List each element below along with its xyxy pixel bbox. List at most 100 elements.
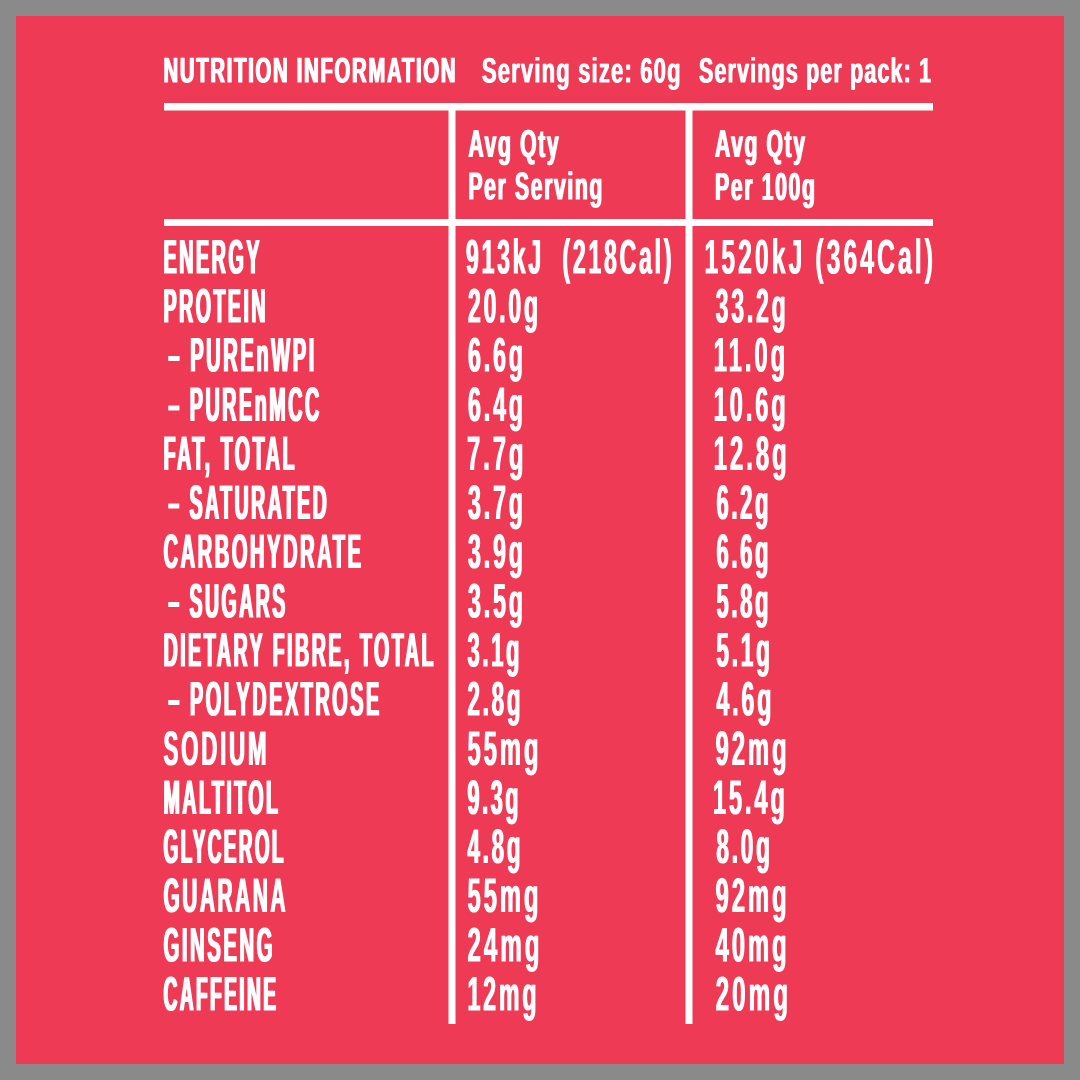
svg-text:7.7g: 7.7g xyxy=(467,427,526,481)
svg-text:Per Serving: Per Serving xyxy=(469,166,605,209)
svg-text:4.8g: 4.8g xyxy=(467,820,523,874)
svg-text:10.6g: 10.6g xyxy=(714,378,789,432)
svg-text:6.2g: 6.2g xyxy=(717,476,772,530)
svg-text:Per 100g: Per 100g xyxy=(714,166,816,209)
svg-text:Avg Qty: Avg Qty xyxy=(469,123,561,166)
svg-text:5.8g: 5.8g xyxy=(717,574,772,628)
svg-text:– SUGARS: – SUGARS xyxy=(168,574,287,628)
svg-text:DIETARY FIBRE, TOTAL: DIETARY FIBRE, TOTAL xyxy=(163,624,435,678)
svg-text:12.8g: 12.8g xyxy=(713,427,789,481)
svg-text:4.6g: 4.6g xyxy=(716,673,774,727)
svg-text:20.0g: 20.0g xyxy=(468,280,541,334)
svg-text:11.0g: 11.0g xyxy=(713,329,787,383)
svg-text:CAFFEINE: CAFFEINE xyxy=(164,968,279,1022)
svg-text:40mg: 40mg xyxy=(716,918,790,972)
svg-text:2.8g: 2.8g xyxy=(468,673,524,727)
svg-text:20.0g: 20.0g xyxy=(468,280,541,334)
svg-text:CARBOHYDRATE: CARBOHYDRATE xyxy=(164,525,364,579)
svg-text:92mg: 92mg xyxy=(715,869,789,923)
svg-text:6.2g: 6.2g xyxy=(717,476,772,530)
svg-text:6.6g: 6.6g xyxy=(468,329,526,383)
svg-text:4.8g: 4.8g xyxy=(468,820,524,874)
svg-text:92mg: 92mg xyxy=(716,869,790,923)
svg-text:GLYCEROL: GLYCEROL xyxy=(163,820,285,874)
svg-text:NUTRITION INFORMATION: NUTRITION INFORMATION xyxy=(164,51,458,91)
svg-text:3.9g: 3.9g xyxy=(468,525,526,579)
svg-text:5.1g: 5.1g xyxy=(716,624,772,678)
svg-text:6.4g: 6.4g xyxy=(468,378,526,432)
svg-text:12.8g: 12.8g xyxy=(714,427,790,481)
svg-text:4.6g: 4.6g xyxy=(717,673,775,727)
svg-text:– SATURATED: – SATURATED xyxy=(169,476,330,530)
svg-text:GINSENG: GINSENG xyxy=(163,918,275,972)
svg-text:Servings per pack: 1: Servings per pack: 1 xyxy=(699,52,932,91)
svg-text:3.5g: 3.5g xyxy=(468,574,526,628)
svg-text:Serving size: 60g: Serving size: 60g xyxy=(482,52,682,91)
svg-text:FAT, TOTAL: FAT, TOTAL xyxy=(164,427,297,481)
svg-text:913kJ (218Cal): 913kJ (218Cal) xyxy=(466,230,674,284)
svg-text:– SUGARS: – SUGARS xyxy=(169,574,288,628)
svg-text:92mg: 92mg xyxy=(716,722,790,776)
svg-text:ENERGY: ENERGY xyxy=(164,230,262,284)
svg-text:33.2g: 33.2g xyxy=(716,280,789,334)
svg-text:20mg: 20mg xyxy=(715,968,791,1022)
svg-text:PROTEIN: PROTEIN xyxy=(163,280,267,334)
svg-text:12mg: 12mg xyxy=(467,968,539,1022)
svg-text:PROTEIN: PROTEIN xyxy=(164,280,268,334)
svg-text:– POLYDEXTROSE: – POLYDEXTROSE xyxy=(169,673,382,727)
svg-text:1520kJ (364Cal): 1520kJ (364Cal) xyxy=(705,230,937,284)
svg-text:GLYCEROL: GLYCEROL xyxy=(164,820,286,874)
svg-text:92mg: 92mg xyxy=(716,869,790,923)
svg-text:Avg Qty: Avg Qty xyxy=(715,123,807,166)
svg-text:15.4g: 15.4g xyxy=(712,771,787,825)
svg-text:DIETARY FIBRE, TOTAL: DIETARY FIBRE, TOTAL xyxy=(164,624,436,678)
svg-text:9.3g: 9.3g xyxy=(468,771,522,825)
svg-text:15.4g: 15.4g xyxy=(713,771,788,825)
svg-text:92mg: 92mg xyxy=(716,722,790,776)
svg-text:– POLYDEXTROSE: – POLYDEXTROSE xyxy=(168,673,381,727)
svg-text:Per 100g: Per 100g xyxy=(715,166,817,209)
svg-text:2.8g: 2.8g xyxy=(467,673,523,727)
svg-text:3.7g: 3.7g xyxy=(468,476,526,530)
svg-text:20mg: 20mg xyxy=(716,968,792,1022)
svg-text:12mg: 12mg xyxy=(468,968,540,1022)
svg-text:GINSENG: GINSENG xyxy=(164,918,276,972)
svg-text:55mg: 55mg xyxy=(467,869,541,923)
svg-text:3.1g: 3.1g xyxy=(467,624,522,678)
svg-text:1520kJ (364Cal): 1520kJ (364Cal) xyxy=(704,230,936,284)
svg-text:– SATURATED: – SATURATED xyxy=(168,476,329,530)
svg-text:CAFFEINE: CAFFEINE xyxy=(163,968,278,1022)
svg-text:Serving size: 60g: Serving size: 60g xyxy=(482,52,682,91)
svg-text:CARBOHYDRATE: CARBOHYDRATE xyxy=(163,525,363,579)
svg-text:55mg: 55mg xyxy=(468,869,542,923)
svg-text:MALTITOL: MALTITOL xyxy=(164,771,281,825)
svg-text:– PUREnMCC: – PUREnMCC xyxy=(169,378,322,432)
svg-text:2.8g: 2.8g xyxy=(468,673,524,727)
svg-text:Per 100g: Per 100g xyxy=(716,166,818,209)
svg-text:3.1g: 3.1g xyxy=(468,624,523,678)
svg-text:CAFFEINE: CAFFEINE xyxy=(164,968,279,1022)
svg-text:20.0g: 20.0g xyxy=(468,280,541,334)
svg-text:3.1g: 3.1g xyxy=(468,624,523,678)
svg-text:Serving size: 60g: Serving size: 60g xyxy=(482,52,682,91)
svg-text:NUTRITION INFORMATION: NUTRITION INFORMATION xyxy=(164,51,458,91)
svg-text:5.8g: 5.8g xyxy=(716,574,771,628)
svg-text:913kJ (218Cal): 913kJ (218Cal) xyxy=(466,230,674,284)
svg-text:ENERGY: ENERGY xyxy=(164,230,262,284)
svg-text:9.3g: 9.3g xyxy=(468,771,522,825)
svg-text:– PUREnWPI: – PUREnWPI xyxy=(168,329,317,383)
svg-text:3.5g: 3.5g xyxy=(468,574,526,628)
svg-text:– SATURATED: – SATURATED xyxy=(168,476,329,530)
svg-text:24mg: 24mg xyxy=(468,918,543,972)
svg-text:5.8g: 5.8g xyxy=(717,574,772,628)
svg-text:GLYCEROL: GLYCEROL xyxy=(164,820,286,874)
svg-text:1520kJ (364Cal): 1520kJ (364Cal) xyxy=(705,230,937,284)
svg-text:FAT, TOTAL: FAT, TOTAL xyxy=(164,427,297,481)
svg-text:Avg Qty: Avg Qty xyxy=(468,123,560,166)
svg-text:6.6g: 6.6g xyxy=(717,525,772,579)
svg-text:4.8g: 4.8g xyxy=(468,820,524,874)
svg-text:55mg: 55mg xyxy=(468,722,542,776)
svg-text:24mg: 24mg xyxy=(468,918,543,972)
svg-text:PROTEIN: PROTEIN xyxy=(164,280,268,334)
svg-text:Servings per pack: 1: Servings per pack: 1 xyxy=(699,52,932,91)
